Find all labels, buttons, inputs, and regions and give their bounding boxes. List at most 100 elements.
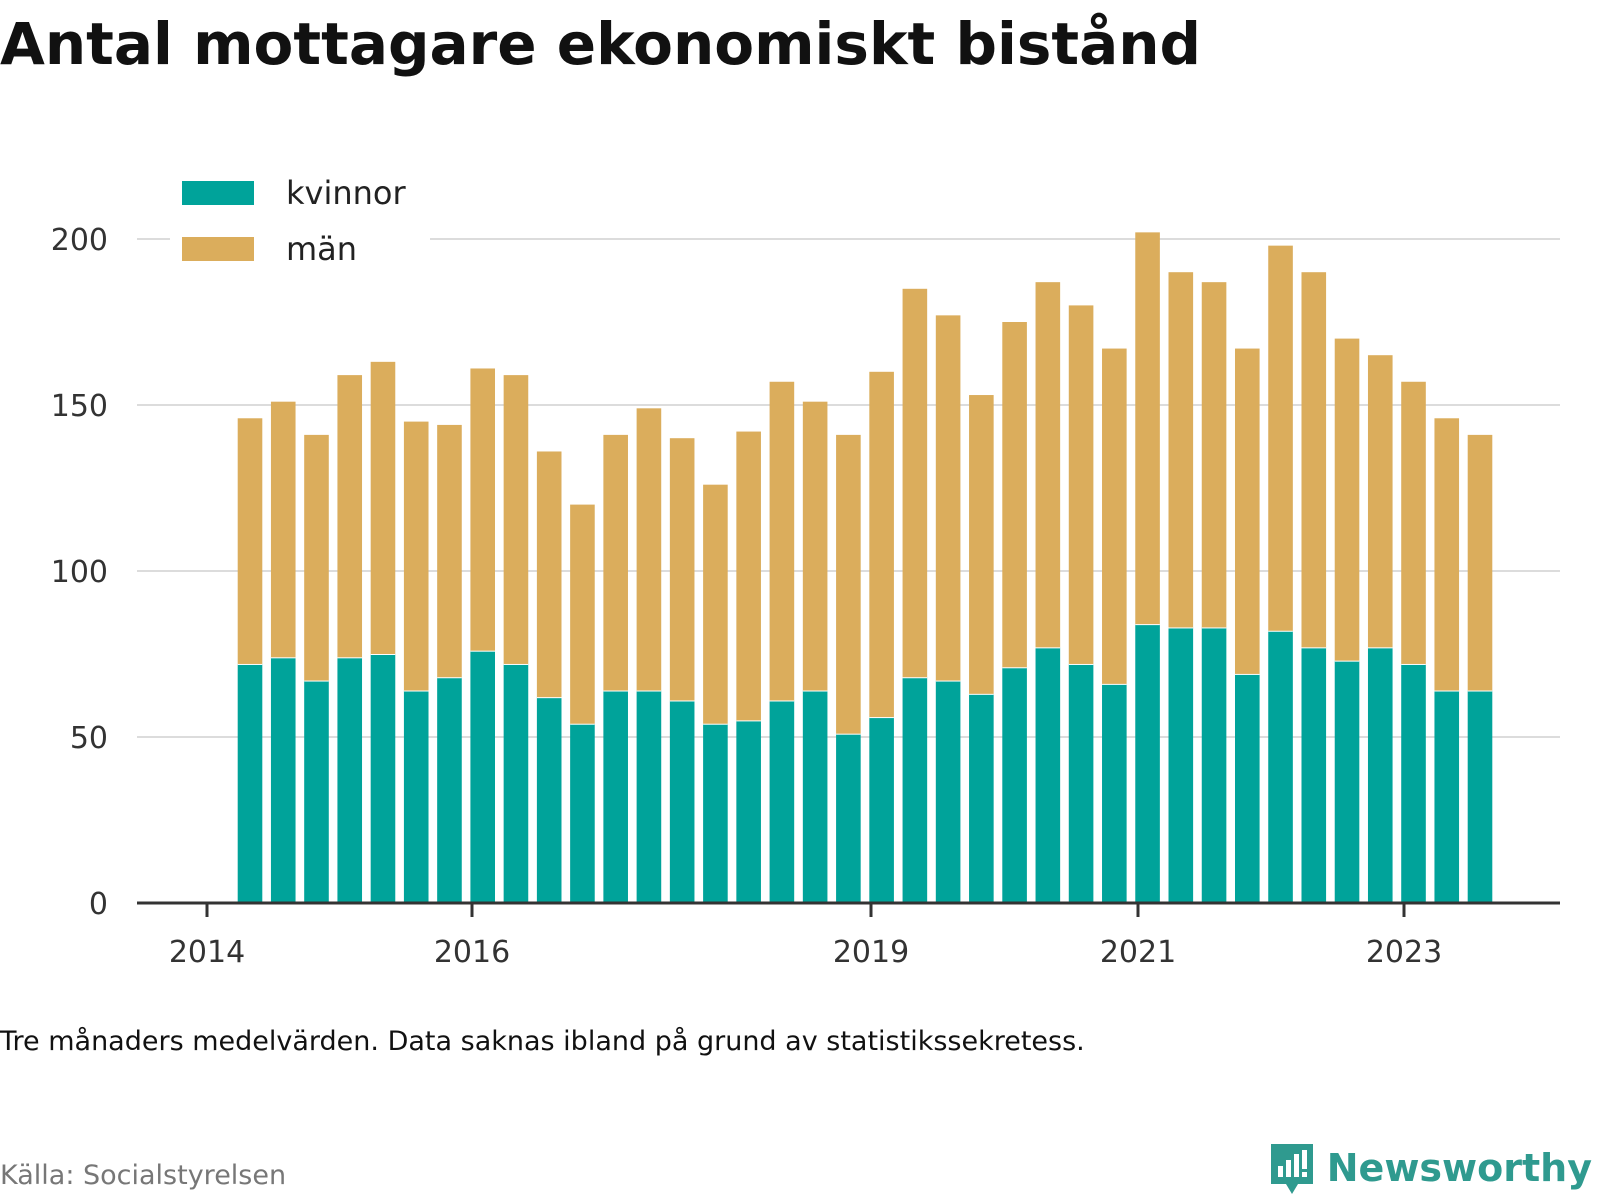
bar-man — [337, 375, 363, 658]
legend-swatch — [182, 237, 254, 261]
bar-man — [802, 401, 828, 691]
bar-man — [1367, 355, 1393, 648]
bar-man — [536, 451, 562, 698]
bar-kvinnor — [570, 723, 595, 903]
bar-kvinnor — [802, 690, 828, 903]
bar-man — [237, 418, 263, 664]
bar-kvinnor — [769, 700, 795, 903]
x-axis-tick-labels: 2014 2016 2019 2021 2023 — [169, 935, 1442, 970]
bar-man — [570, 504, 595, 724]
bar-man — [1401, 381, 1426, 664]
bar-kvinnor — [503, 663, 529, 903]
bar-kvinnor — [1467, 690, 1493, 903]
bar-kvinnor — [1268, 630, 1293, 903]
bar-kvinnor — [969, 693, 994, 903]
bar-kvinnor — [902, 677, 928, 903]
newsworthy-logo-icon — [1270, 1144, 1313, 1194]
x-axis — [137, 901, 1560, 917]
bar-kvinnor — [636, 690, 662, 903]
bar-kvinnor — [437, 677, 462, 903]
chart-title: Antal mottagare ekonomiskt bistånd — [0, 10, 1202, 78]
bar-kvinnor — [1434, 690, 1460, 903]
bar-man — [869, 371, 894, 718]
y-tick-label: 50 — [70, 721, 108, 756]
source-credit: Källa: Socialstyrelsen — [0, 1160, 287, 1191]
bar-kvinnor — [603, 690, 628, 903]
bar-kvinnor — [935, 680, 961, 903]
bar-kvinnor — [1301, 647, 1327, 903]
bar-kvinnor — [1002, 667, 1027, 903]
bar-man — [503, 375, 529, 664]
bar-kvinnor — [337, 657, 363, 903]
bar-man — [1035, 282, 1061, 648]
chart-note: Tre månaders medelvärden. Data saknas ib… — [0, 1026, 1085, 1057]
bar-kvinnor — [1367, 647, 1393, 903]
x-tick-label: 2023 — [1366, 935, 1442, 970]
x-tick-label: 2016 — [434, 935, 510, 970]
bar-man — [1102, 348, 1127, 684]
brand-name: Newsworthy — [1326, 1146, 1592, 1190]
legend-label: kvinnor — [286, 174, 407, 212]
bar-man — [1234, 348, 1260, 674]
y-tick-label: 100 — [51, 555, 108, 590]
bar-man — [902, 288, 928, 678]
x-tick-label: 2019 — [833, 935, 909, 970]
bar-kvinnor — [1035, 647, 1061, 903]
legend-swatch — [182, 181, 254, 205]
bar-man — [669, 438, 695, 701]
y-axis-tick-labels: 0 50 100 150 200 — [51, 223, 108, 922]
bar-man — [603, 434, 628, 691]
bar-kvinnor — [270, 657, 296, 903]
bar-kvinnor — [1102, 683, 1127, 903]
bar-man — [1068, 305, 1094, 664]
bar-man — [370, 361, 396, 654]
bar-man — [1168, 272, 1194, 628]
bar-kvinnor — [1234, 673, 1260, 903]
bar-man — [969, 395, 994, 694]
bar-man — [1434, 418, 1460, 691]
y-tick-label: 200 — [51, 223, 108, 258]
brand-logo: Newsworthy — [1267, 1140, 1592, 1196]
bar-man — [1201, 282, 1227, 628]
legend: kvinnor män — [170, 174, 430, 268]
bar-kvinnor — [237, 663, 263, 903]
bar-kvinnor — [1135, 624, 1160, 903]
legend-label: män — [286, 230, 357, 268]
bar-kvinnor — [736, 720, 761, 903]
bar-man — [1002, 322, 1027, 668]
bar-man — [836, 434, 861, 734]
bar-man — [935, 315, 961, 681]
bars — [237, 232, 1493, 903]
bar-man — [736, 431, 761, 721]
y-tick-label: 0 — [89, 887, 108, 922]
bar-kvinnor — [1201, 627, 1227, 903]
bar-man — [403, 421, 429, 691]
x-tick-label: 2021 — [1100, 935, 1176, 970]
bar-kvinnor — [470, 650, 496, 903]
bar-man — [1301, 272, 1327, 648]
bar-man — [1334, 338, 1360, 661]
bar-man — [1268, 245, 1293, 631]
bar-kvinnor — [703, 723, 728, 903]
y-tick-label: 150 — [51, 389, 108, 424]
bar-man — [703, 484, 728, 724]
bar-man — [1467, 434, 1493, 691]
bar-man — [636, 408, 662, 691]
bar-man — [470, 368, 496, 651]
bar-kvinnor — [536, 697, 562, 903]
bar-kvinnor — [1401, 663, 1426, 903]
bar-man — [304, 434, 329, 681]
bar-kvinnor — [403, 690, 429, 903]
bar-kvinnor — [370, 654, 396, 903]
bar-man — [1135, 232, 1160, 625]
bar-kvinnor — [1334, 660, 1360, 903]
bar-man — [270, 401, 296, 658]
x-tick-label: 2014 — [169, 935, 245, 970]
bar-kvinnor — [304, 680, 329, 903]
bar-man — [769, 381, 795, 701]
bar-kvinnor — [869, 717, 894, 903]
bar-man — [437, 424, 462, 678]
stacked-bar-chart: 0 50 100 150 200 2014 2016 2019 2021 2023 kvinno… — [51, 174, 1560, 970]
bar-kvinnor — [1168, 627, 1194, 903]
bar-kvinnor — [669, 700, 695, 903]
